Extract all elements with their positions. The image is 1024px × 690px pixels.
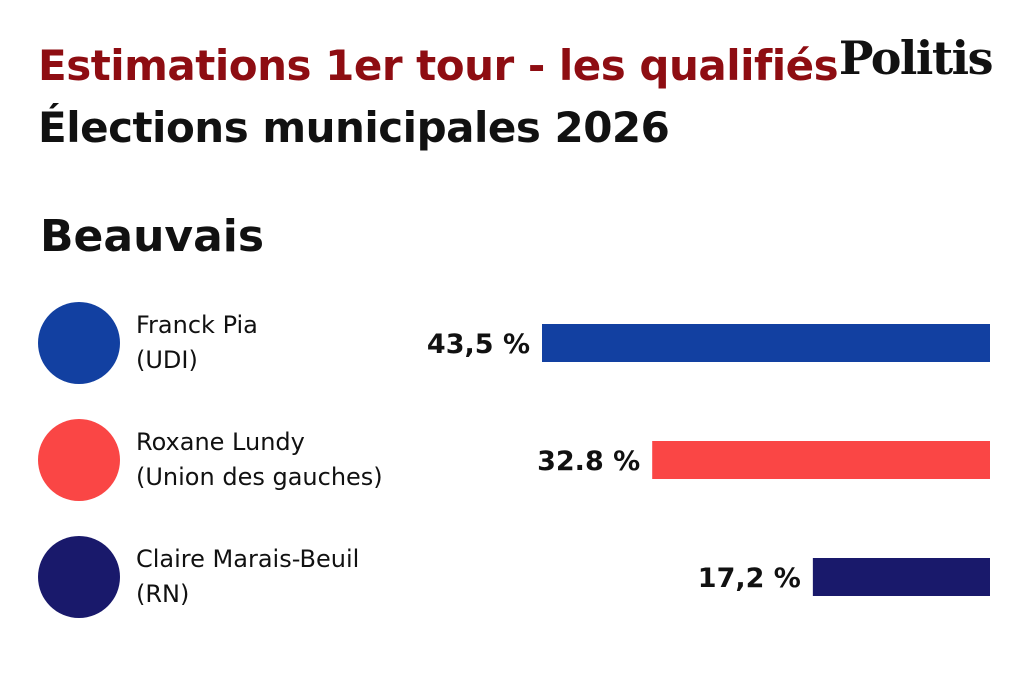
candidate-party: (RN): [136, 580, 189, 608]
candidate-color-dot: [38, 419, 120, 501]
candidate-name: Claire Marais-Beuil: [136, 545, 359, 573]
politis-logo: Politis: [838, 31, 994, 85]
bar-value-label: 17,2 %: [698, 563, 801, 594]
candidate-party: (Union des gauches): [136, 463, 383, 491]
bar: [652, 441, 990, 479]
candidate-party: (UDI): [136, 346, 198, 374]
bar: [542, 324, 990, 362]
bar-value-label: 32.8 %: [537, 446, 640, 477]
chart-subtitle: Élections municipales 2026: [38, 103, 670, 152]
candidate-name: Franck Pia: [136, 311, 258, 339]
bar: [812, 558, 990, 596]
candidate-color-dot: [38, 536, 120, 618]
candidate-color-dot: [38, 302, 120, 384]
city-heading: Beauvais: [40, 211, 265, 262]
chart-title: Estimations 1er tour - les qualifiés: [38, 41, 839, 90]
bar-value-label: 43,5 %: [427, 329, 530, 360]
candidate-name: Roxane Lundy: [136, 428, 305, 456]
